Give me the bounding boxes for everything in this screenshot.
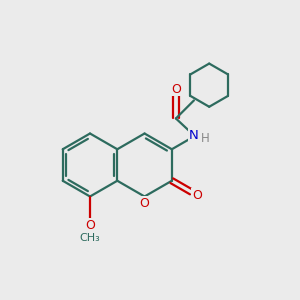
Text: H: H [201,132,210,146]
Text: N: N [189,129,199,142]
Text: O: O [85,219,95,232]
Text: CH₃: CH₃ [80,232,100,243]
Text: O: O [171,83,181,96]
Text: O: O [140,196,149,210]
Text: O: O [192,189,202,202]
